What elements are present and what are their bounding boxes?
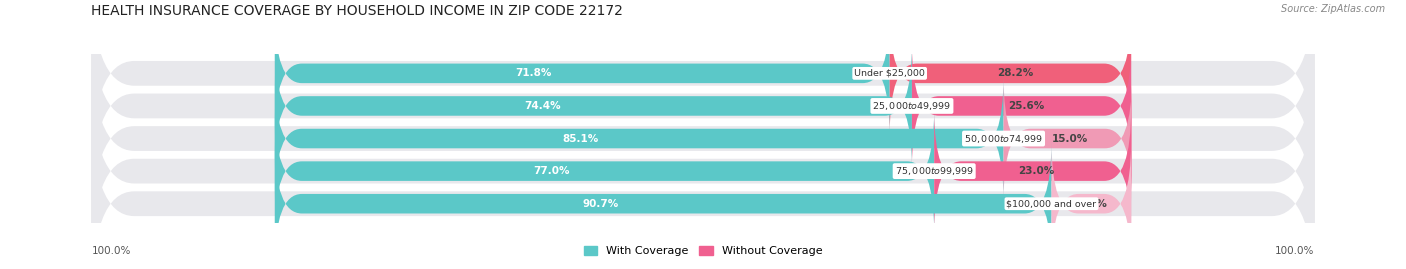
Text: $75,000 to $99,999: $75,000 to $99,999 — [894, 165, 974, 177]
Text: 100.0%: 100.0% — [91, 246, 131, 256]
Text: Source: ZipAtlas.com: Source: ZipAtlas.com — [1281, 4, 1385, 14]
FancyBboxPatch shape — [91, 69, 1315, 269]
FancyBboxPatch shape — [91, 102, 1315, 269]
FancyBboxPatch shape — [276, 77, 1004, 200]
Text: Under $25,000: Under $25,000 — [855, 69, 925, 78]
Text: 85.1%: 85.1% — [562, 133, 599, 144]
Text: 25.6%: 25.6% — [1008, 101, 1045, 111]
Legend: With Coverage, Without Coverage: With Coverage, Without Coverage — [579, 242, 827, 261]
Text: 9.3%: 9.3% — [1078, 199, 1108, 209]
Text: 100.0%: 100.0% — [1275, 246, 1315, 256]
FancyBboxPatch shape — [276, 142, 1052, 266]
FancyBboxPatch shape — [890, 11, 1130, 135]
Text: 71.8%: 71.8% — [515, 68, 551, 78]
Text: 28.2%: 28.2% — [997, 68, 1033, 78]
FancyBboxPatch shape — [912, 44, 1132, 168]
Text: 74.4%: 74.4% — [524, 101, 561, 111]
Text: $100,000 and over: $100,000 and over — [1007, 199, 1097, 208]
FancyBboxPatch shape — [276, 109, 934, 233]
Text: $25,000 to $49,999: $25,000 to $49,999 — [872, 100, 952, 112]
FancyBboxPatch shape — [91, 0, 1315, 175]
FancyBboxPatch shape — [91, 4, 1315, 208]
Text: 15.0%: 15.0% — [1052, 133, 1088, 144]
FancyBboxPatch shape — [91, 37, 1315, 240]
FancyBboxPatch shape — [1004, 77, 1132, 200]
FancyBboxPatch shape — [276, 11, 890, 135]
Text: 77.0%: 77.0% — [533, 166, 569, 176]
FancyBboxPatch shape — [1052, 142, 1132, 266]
Text: $50,000 to $74,999: $50,000 to $74,999 — [965, 133, 1043, 144]
FancyBboxPatch shape — [276, 44, 912, 168]
Text: HEALTH INSURANCE COVERAGE BY HOUSEHOLD INCOME IN ZIP CODE 22172: HEALTH INSURANCE COVERAGE BY HOUSEHOLD I… — [91, 4, 623, 18]
FancyBboxPatch shape — [934, 109, 1132, 233]
Text: 90.7%: 90.7% — [583, 199, 619, 209]
Text: 23.0%: 23.0% — [1018, 166, 1054, 176]
